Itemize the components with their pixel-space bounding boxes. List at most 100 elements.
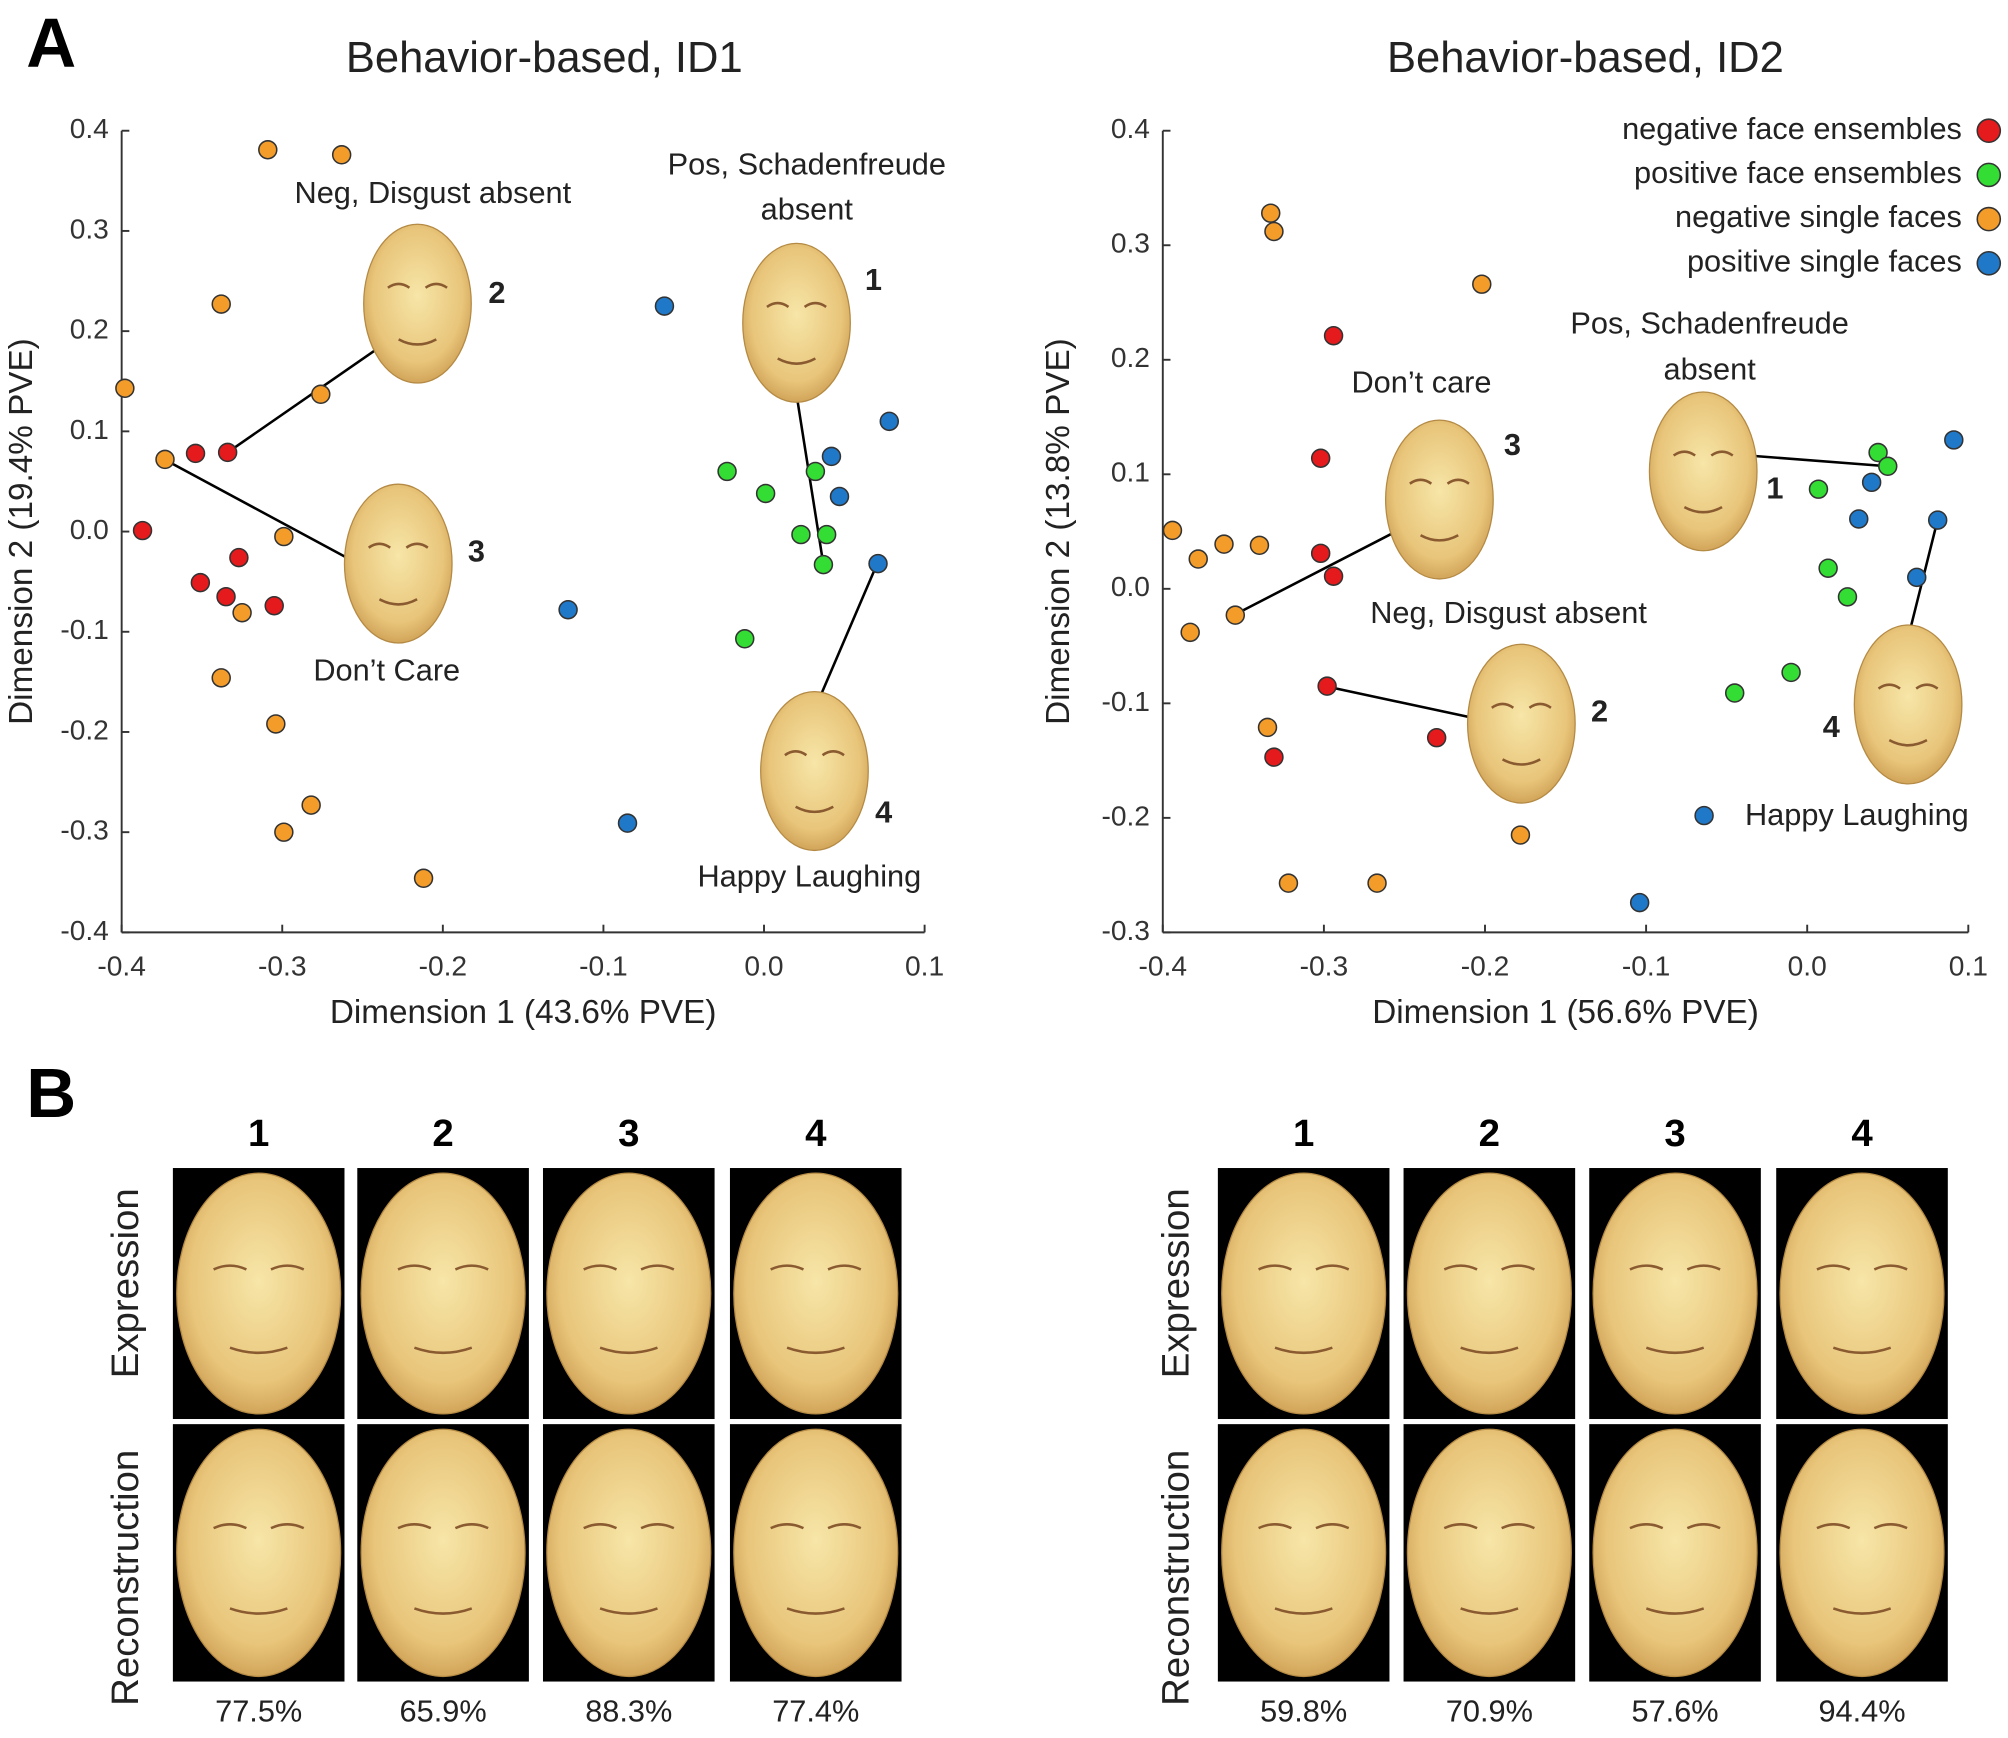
point bbox=[1837, 587, 1858, 607]
point bbox=[868, 553, 888, 574]
y-tick-label: -0.1 bbox=[60, 613, 109, 645]
x-tick-label: 0.0 bbox=[1788, 950, 1827, 982]
face bbox=[1648, 391, 1758, 552]
x-tick-label: -0.2 bbox=[419, 950, 468, 982]
face-feature bbox=[766, 301, 827, 365]
point bbox=[301, 795, 321, 815]
connector bbox=[1233, 530, 1397, 616]
point bbox=[1323, 325, 1344, 346]
column-header: 3 bbox=[1664, 1112, 1685, 1155]
face bbox=[546, 1172, 712, 1415]
face-feature bbox=[367, 542, 429, 606]
point bbox=[211, 294, 231, 314]
face-feature bbox=[1258, 1264, 1350, 1355]
y-tick-label: 0.3 bbox=[70, 212, 109, 244]
y-tick-label: -0.1 bbox=[1101, 685, 1150, 717]
x-tick-label: 0.1 bbox=[1949, 950, 1988, 982]
face-feature bbox=[1491, 702, 1552, 766]
point bbox=[1927, 510, 1948, 530]
point bbox=[654, 296, 675, 316]
face-feature bbox=[1258, 1523, 1350, 1615]
point bbox=[1818, 558, 1838, 578]
point bbox=[1510, 825, 1531, 845]
face-feature bbox=[583, 1523, 675, 1615]
point bbox=[216, 586, 236, 607]
connector bbox=[818, 563, 879, 699]
face-feature bbox=[1409, 478, 1470, 542]
x-axis-label: Dimension 1 (43.6% PVE) bbox=[330, 994, 717, 1031]
x-tick-label: -0.3 bbox=[1300, 950, 1349, 982]
face-number: 4 bbox=[875, 795, 892, 830]
column-header: 1 bbox=[248, 1112, 269, 1155]
x-tick-label: -0.1 bbox=[579, 950, 628, 982]
face bbox=[742, 242, 851, 403]
chart-title: Behavior-based, ID2 bbox=[1387, 34, 1784, 82]
point bbox=[264, 595, 284, 616]
connector bbox=[164, 458, 347, 559]
point bbox=[1214, 534, 1234, 554]
connector bbox=[227, 347, 379, 454]
face-feature bbox=[213, 1523, 305, 1615]
point bbox=[1694, 805, 1714, 826]
face bbox=[1384, 419, 1494, 580]
point bbox=[1261, 203, 1281, 223]
point bbox=[1426, 727, 1447, 748]
face-number: 1 bbox=[1766, 471, 1783, 506]
legend-marker bbox=[1976, 118, 2002, 144]
y-tick-label: -0.3 bbox=[60, 814, 109, 846]
face bbox=[1466, 643, 1576, 804]
face-feature bbox=[1629, 1264, 1721, 1355]
column-header: 1 bbox=[1293, 1112, 1314, 1155]
face-feature bbox=[1629, 1523, 1721, 1615]
point bbox=[1472, 274, 1492, 294]
x-tick-label: 0.0 bbox=[744, 950, 783, 982]
face bbox=[1779, 1428, 1945, 1678]
point bbox=[1257, 717, 1278, 738]
face-number: 4 bbox=[1823, 709, 1840, 744]
point bbox=[791, 524, 811, 545]
x-tick-label: -0.4 bbox=[97, 950, 146, 982]
y-tick-label: -0.2 bbox=[1101, 799, 1150, 831]
face-feature bbox=[1672, 450, 1734, 514]
point bbox=[1944, 430, 1964, 450]
face-feature bbox=[397, 1523, 489, 1615]
panel-label: A bbox=[26, 4, 76, 82]
legend-marker bbox=[1976, 250, 2002, 276]
face-number: 3 bbox=[1504, 427, 1521, 462]
point bbox=[1264, 747, 1284, 767]
point bbox=[1249, 535, 1270, 556]
point bbox=[1629, 892, 1650, 913]
column-header: 3 bbox=[618, 1112, 639, 1155]
y-tick-label: 0.0 bbox=[1111, 570, 1150, 602]
point bbox=[217, 442, 238, 463]
point bbox=[813, 554, 834, 575]
annotation: absent bbox=[1664, 352, 1757, 387]
point bbox=[311, 384, 331, 405]
face bbox=[360, 1172, 526, 1415]
face bbox=[343, 483, 453, 644]
face-feature bbox=[1443, 1264, 1535, 1355]
face-feature bbox=[213, 1264, 305, 1355]
point bbox=[115, 378, 135, 398]
face-feature bbox=[1816, 1523, 1908, 1615]
point bbox=[190, 572, 211, 593]
row-label: Reconstruction bbox=[104, 1450, 147, 1706]
annotation: Don’t Care bbox=[313, 653, 460, 688]
legend-label: negative face ensembles bbox=[1622, 111, 1962, 146]
y-tick-label: 0.1 bbox=[70, 413, 109, 445]
face-feature bbox=[784, 750, 845, 814]
face-feature bbox=[387, 282, 448, 346]
point bbox=[1225, 605, 1246, 625]
x-tick-label: -0.1 bbox=[1622, 950, 1671, 982]
face-feature bbox=[770, 1264, 862, 1355]
point bbox=[232, 602, 252, 623]
face-number: 2 bbox=[1591, 694, 1608, 729]
percentage: 59.8% bbox=[1260, 1694, 1347, 1729]
point bbox=[211, 668, 231, 688]
x-tick-label: 0.1 bbox=[905, 950, 944, 982]
point bbox=[816, 524, 837, 545]
x-axis-label: Dimension 1 (56.6% PVE) bbox=[1372, 994, 1759, 1031]
y-tick-label: 0.1 bbox=[1111, 456, 1150, 488]
annotation: Pos, Schadenfreude bbox=[668, 147, 946, 182]
annotation: Happy Laughing bbox=[1745, 797, 1969, 832]
